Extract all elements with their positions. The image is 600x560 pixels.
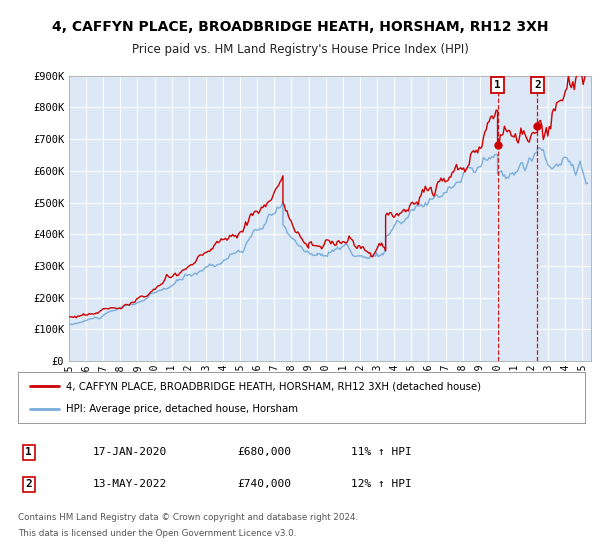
Text: 1: 1 — [494, 80, 501, 90]
Bar — [497, 76, 538, 361]
Text: 4, CAFFYN PLACE, BROADBRIDGE HEATH, HORSHAM, RH12 3XH: 4, CAFFYN PLACE, BROADBRIDGE HEATH, HORS… — [52, 20, 548, 34]
Text: 2: 2 — [25, 479, 32, 489]
Text: This data is licensed under the Open Government Licence v3.0.: This data is licensed under the Open Gov… — [18, 529, 296, 538]
Text: 17-JAN-2020: 17-JAN-2020 — [93, 447, 167, 458]
Text: 12% ↑ HPI: 12% ↑ HPI — [351, 479, 412, 489]
Text: £680,000: £680,000 — [237, 447, 291, 458]
Text: 2: 2 — [534, 80, 541, 90]
Text: 4, CAFFYN PLACE, BROADBRIDGE HEATH, HORSHAM, RH12 3XH (detached house): 4, CAFFYN PLACE, BROADBRIDGE HEATH, HORS… — [66, 381, 481, 391]
Text: £740,000: £740,000 — [237, 479, 291, 489]
Text: 13-MAY-2022: 13-MAY-2022 — [93, 479, 167, 489]
Text: Price paid vs. HM Land Registry's House Price Index (HPI): Price paid vs. HM Land Registry's House … — [131, 43, 469, 56]
Text: Contains HM Land Registry data © Crown copyright and database right 2024.: Contains HM Land Registry data © Crown c… — [18, 514, 358, 522]
Text: 11% ↑ HPI: 11% ↑ HPI — [351, 447, 412, 458]
Text: 1: 1 — [25, 447, 32, 458]
Text: HPI: Average price, detached house, Horsham: HPI: Average price, detached house, Hors… — [66, 404, 298, 414]
